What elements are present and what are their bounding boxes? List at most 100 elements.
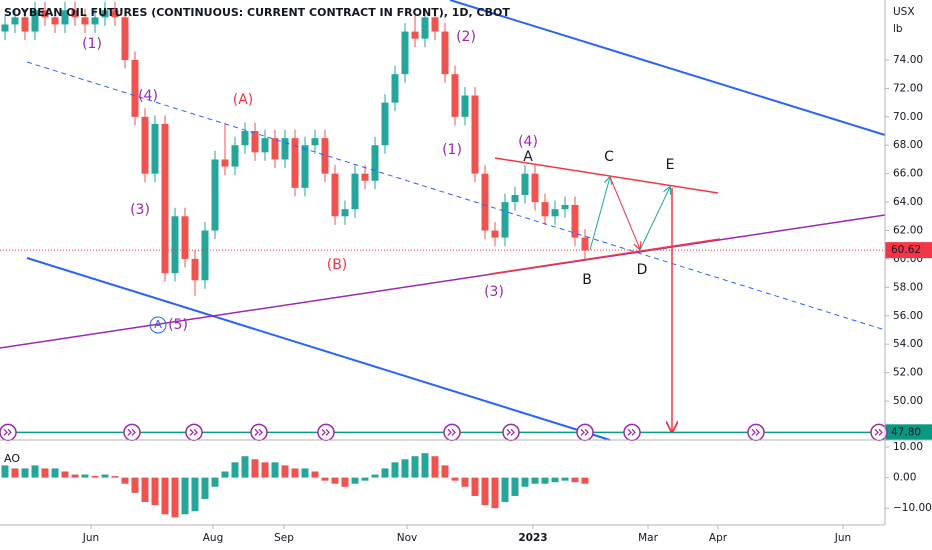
wave-label: A	[523, 149, 533, 165]
event-icon	[0, 423, 17, 442]
candle-body	[71, 10, 79, 18]
unit-label: lb	[893, 23, 903, 35]
ao-bar	[491, 477, 499, 509]
candle-body	[191, 258, 199, 281]
ao-bar	[201, 477, 209, 500]
candle-body	[151, 123, 159, 174]
candle-body	[311, 138, 319, 146]
candle-body	[401, 31, 409, 75]
event-icons	[0, 423, 888, 442]
price-tag	[885, 242, 932, 259]
y-tick-label: 70.00	[893, 111, 923, 123]
ao-bar	[121, 477, 129, 484]
event-icon-glyph	[127, 428, 136, 436]
drawings	[0, 0, 886, 441]
candle-body	[561, 204, 569, 210]
ao-bar	[391, 462, 399, 478]
ao-bar	[221, 471, 229, 478]
candle-body	[531, 173, 539, 203]
candle-body	[101, 10, 109, 18]
ao-bar	[51, 468, 59, 478]
wave-label: (B)	[327, 257, 348, 273]
ao-bar	[91, 476, 99, 478]
y-tick-label: 0.00	[893, 472, 916, 484]
candle-body	[321, 138, 329, 174]
y-tick-label: 10.00	[893, 441, 923, 453]
ao-bar	[241, 456, 249, 478]
ao-bar	[261, 462, 269, 478]
ao-bar	[481, 477, 489, 506]
ao-bar	[271, 462, 279, 478]
event-icon-glyph	[447, 428, 456, 436]
wave-label: (2)	[456, 29, 476, 45]
ao-bar	[401, 459, 409, 478]
candle-body	[461, 95, 469, 117]
x-tick-label: Mar	[638, 532, 658, 544]
x-tick-label: Aug	[203, 532, 224, 544]
channel-mid	[26, 61, 886, 331]
candle-body	[521, 173, 529, 195]
event-icon	[185, 423, 203, 442]
ao-bar	[441, 465, 449, 478]
price-tag-label: 60.62	[891, 244, 921, 256]
ao-bar	[41, 468, 49, 478]
y-tick-label: 64.00	[893, 196, 923, 208]
ao-bar	[31, 465, 39, 478]
wave-arrow	[589, 177, 610, 251]
wave-label: (5)	[168, 317, 188, 333]
y-tick-label: 50.00	[893, 395, 923, 407]
ao-bar	[101, 474, 109, 478]
price-tag-label: 47.80	[891, 426, 921, 438]
candle-body	[511, 194, 519, 203]
ao-bar	[151, 477, 159, 506]
candle-body	[541, 202, 549, 217]
candle-body	[281, 138, 289, 160]
candle-body	[381, 102, 389, 146]
wave-label: (4)	[518, 134, 538, 150]
candle-body	[411, 31, 419, 39]
candle-body	[441, 31, 449, 75]
x-tick-label: 2023	[518, 532, 547, 544]
ao-bar	[171, 477, 179, 518]
event-icon	[623, 423, 641, 442]
ao-bar	[61, 471, 69, 478]
ao-bar	[81, 474, 89, 478]
event-icon	[250, 423, 268, 442]
wave-label: C	[604, 149, 614, 165]
wave-arrow	[639, 187, 670, 251]
wave-label: (4)	[138, 88, 158, 104]
triangle-lower	[489, 238, 721, 275]
grid: 50.0052.0054.0056.0058.0060.0062.0064.00…	[82, 54, 923, 544]
candle-body	[141, 116, 149, 174]
levels: 60.62 47.80	[0, 242, 932, 441]
ao-bar	[141, 477, 149, 503]
trendline	[0, 214, 886, 349]
y-tick-label: 52.00	[893, 367, 923, 379]
candle-body	[331, 173, 339, 217]
x-tick-label: Jun	[82, 532, 99, 544]
event-icon	[317, 423, 335, 442]
ao-bar	[531, 477, 539, 484]
candle-body	[431, 17, 439, 32]
candle-body	[491, 230, 499, 238]
ao-bar	[111, 476, 119, 478]
channel-lower	[26, 257, 611, 441]
candle-body	[161, 123, 169, 274]
candle-body	[371, 145, 379, 181]
ao-bar	[181, 477, 189, 515]
ao-bar	[291, 468, 299, 478]
channel-upper	[449, 0, 886, 136]
y-tick-label: 68.00	[893, 139, 923, 151]
x-tick-label: Jun	[834, 532, 851, 544]
candle-body	[231, 145, 239, 167]
ao-bar	[251, 459, 259, 478]
candle-body	[181, 216, 189, 259]
ao-bar	[161, 477, 169, 515]
ao-bar	[301, 468, 309, 478]
ao-bar	[211, 477, 219, 487]
event-icon-glyph	[321, 428, 330, 436]
candle-body	[341, 209, 349, 217]
candle-body	[581, 237, 589, 251]
